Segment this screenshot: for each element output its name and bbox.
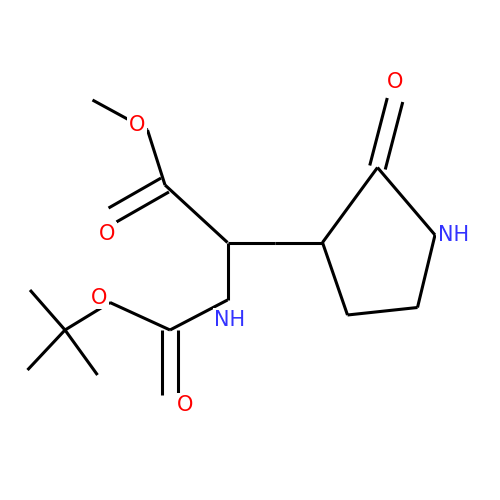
Text: O: O [128,115,145,135]
Text: NH: NH [214,310,246,330]
Text: O: O [387,72,403,92]
Text: O: O [91,288,108,308]
Text: O: O [177,395,193,415]
Text: NH: NH [438,225,468,245]
Text: O: O [100,224,116,244]
